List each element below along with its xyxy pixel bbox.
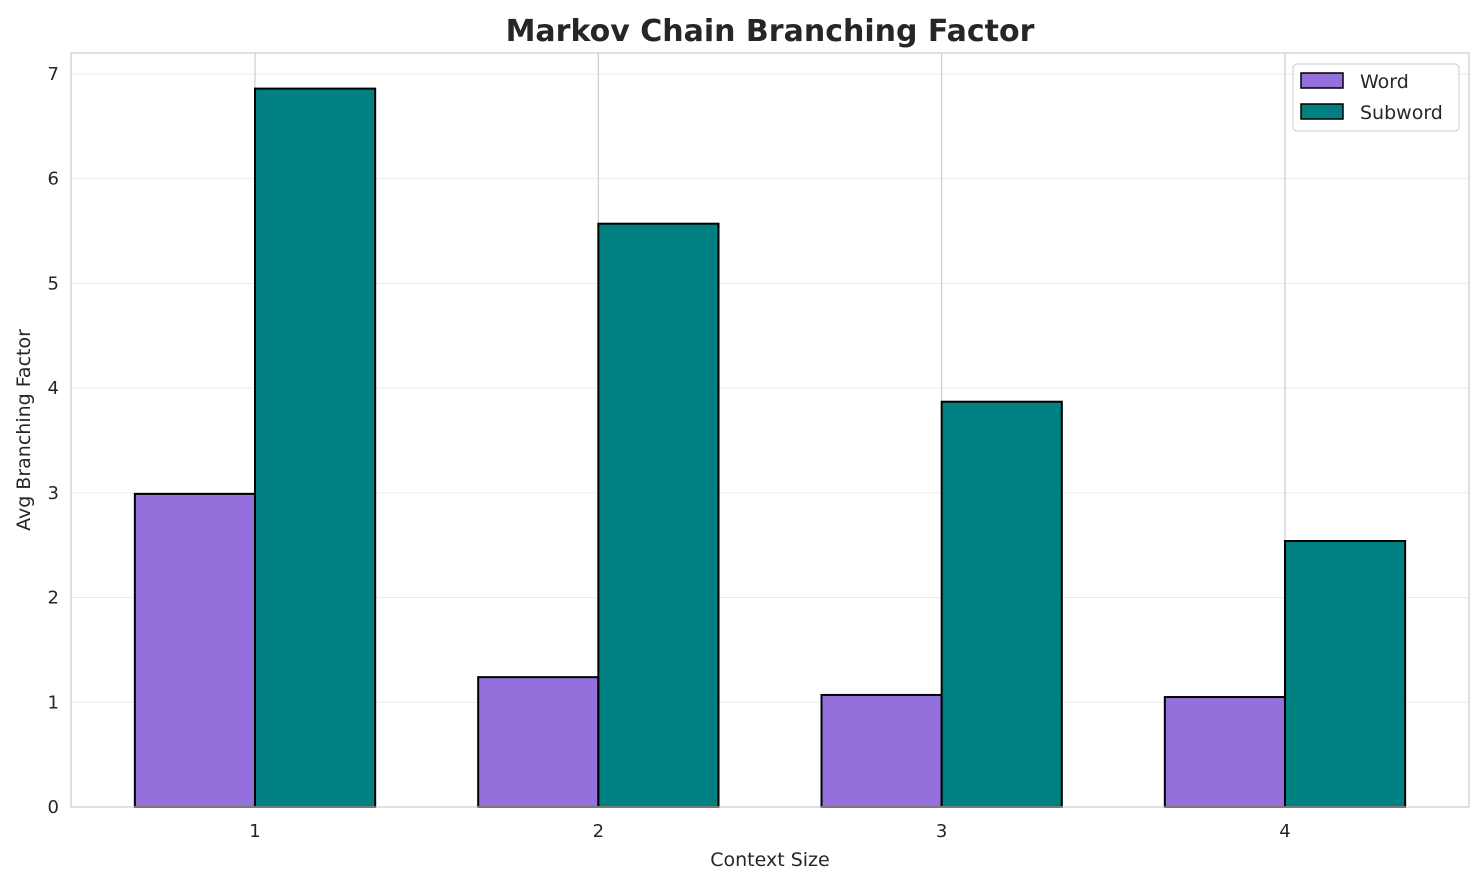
x-tick-label: 1 [249,821,260,842]
y-tick-label: 0 [48,797,59,818]
y-tick-label: 4 [48,378,59,399]
bar-word-1 [133,492,257,808]
legend-swatch-subword [1300,103,1344,120]
bar-subword-4 [1283,540,1407,808]
x-tick-label: 3 [936,821,947,842]
legend-swatch-word [1300,72,1344,89]
bar-word-3 [820,693,943,808]
y-axis-label: Avg Branching Factor [13,329,35,531]
bar-subword-1 [254,87,377,809]
bar-subword-2 [597,222,720,809]
legend: Word Subword [1292,63,1460,132]
plot-frame [70,52,1470,808]
tick-labels: 0 1 2 3 4 5 6 7 1 2 3 4 [48,64,1291,842]
chart-title: Markov Chain Branching Factor [506,14,1035,49]
legend-label-word: Word [1360,71,1409,93]
y-tick-label: 5 [48,273,59,294]
bar-subword-3 [940,400,1063,808]
x-axis-label: Context Size [710,849,829,871]
y-tick-label: 3 [48,483,59,504]
y-tick-label: 1 [48,692,59,713]
bar-word-2 [477,676,600,809]
y-tick-label: 7 [48,64,59,85]
bars [133,87,1407,809]
bar-word-4 [1163,696,1286,809]
y-tick-label: 6 [48,169,59,190]
x-tick-label: 4 [1279,821,1290,842]
x-tick-label: 2 [593,821,604,842]
y-tick-label: 2 [48,588,59,609]
legend-label-subword: Subword [1360,102,1443,124]
